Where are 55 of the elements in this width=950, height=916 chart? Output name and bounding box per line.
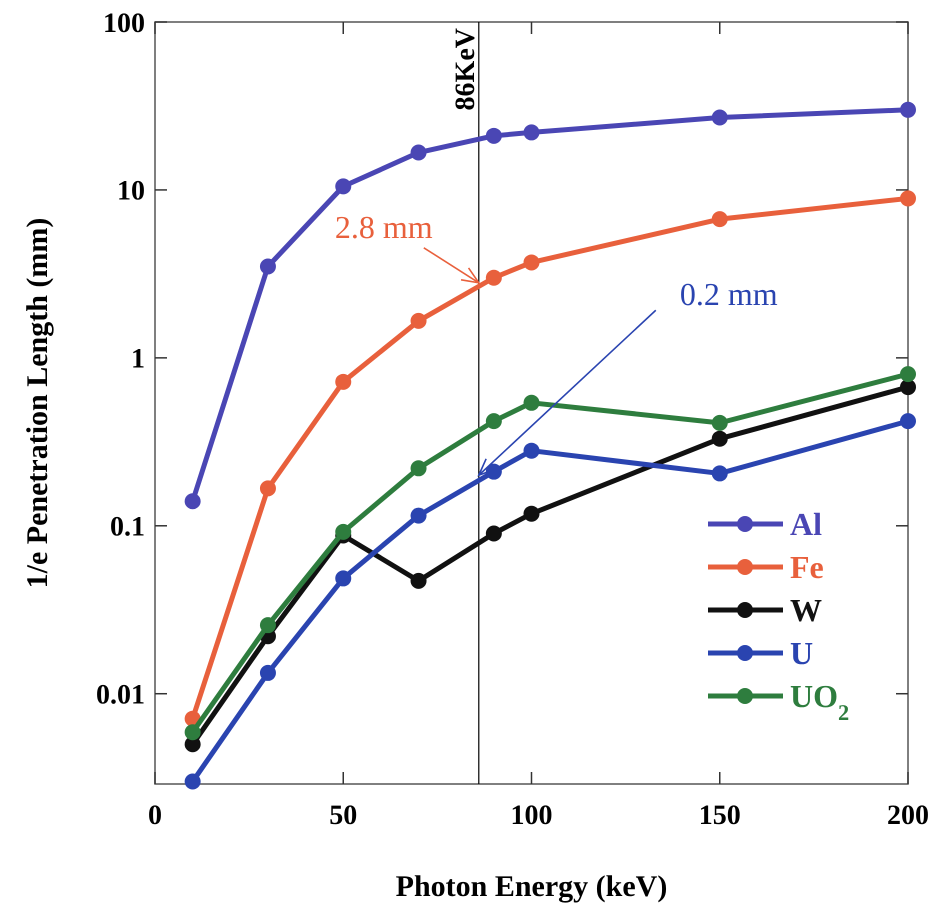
- y-tick-label: 10: [117, 176, 145, 207]
- point: [410, 508, 427, 524]
- legend-label: UO$_{2}$: [790, 678, 850, 725]
- y-tick-label: 0.1: [110, 512, 145, 543]
- point: [486, 270, 502, 286]
- point: [335, 374, 352, 390]
- x-axis-title: Photon Energy (keV): [396, 870, 668, 903]
- point: [260, 480, 276, 496]
- y-tick-label: 0.01: [96, 680, 145, 711]
- point: [486, 525, 502, 542]
- y-axis-title: 1/e Penetration Length (mm): [21, 218, 54, 588]
- point: [184, 724, 201, 740]
- point: [524, 394, 540, 411]
- point: [524, 442, 540, 459]
- ref-line-label: 86KeV: [450, 28, 481, 110]
- point: [184, 774, 201, 790]
- point: [712, 211, 728, 228]
- point: [410, 312, 427, 329]
- x-tick-label: 150: [698, 800, 741, 831]
- y-tick-label: 100: [103, 8, 145, 39]
- point: [712, 414, 728, 431]
- point: [900, 413, 916, 430]
- point: [184, 493, 201, 510]
- point: [410, 572, 427, 589]
- point: [410, 144, 427, 161]
- point: [712, 430, 728, 447]
- point: [712, 109, 728, 126]
- x-tick-label: 0: [148, 800, 162, 831]
- point: [712, 465, 728, 482]
- point: [335, 524, 352, 540]
- point: [524, 124, 540, 140]
- point: [900, 190, 916, 206]
- x-tick-label: 200: [887, 800, 929, 831]
- annotation: 0.2 mm: [680, 276, 778, 312]
- point: [900, 366, 916, 382]
- legend-label: Fe: [790, 549, 824, 586]
- x-tick-label: 50: [329, 800, 358, 831]
- point: [335, 570, 352, 586]
- x-tick-label: 100: [510, 800, 552, 831]
- point: [335, 178, 352, 194]
- point: [524, 254, 540, 270]
- point: [524, 506, 540, 522]
- point: [486, 413, 502, 430]
- legend-label: Al: [790, 506, 822, 542]
- point: [486, 128, 502, 144]
- point: [260, 664, 276, 681]
- legend-label: U: [790, 635, 814, 672]
- y-tick-label: 1: [131, 344, 145, 375]
- point: [260, 258, 276, 274]
- legend-label: W: [790, 592, 822, 628]
- point: [410, 460, 427, 476]
- annotation: 2.8 mm: [334, 208, 433, 245]
- point: [260, 617, 276, 634]
- point: [900, 102, 916, 118]
- point: [900, 379, 916, 396]
